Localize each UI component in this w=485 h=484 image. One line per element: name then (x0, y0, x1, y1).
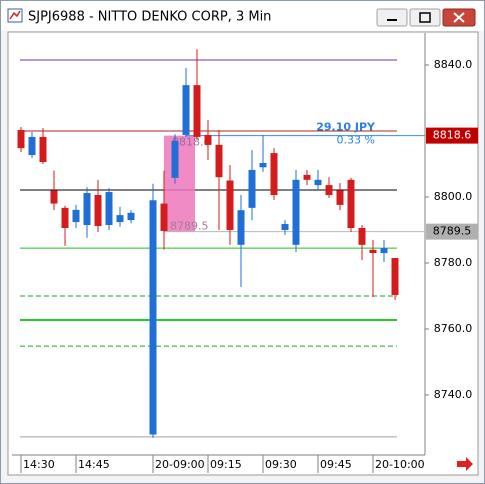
candle-body (72, 209, 80, 223)
measurement-box (164, 135, 195, 232)
y-tick-label: 8840.0 (434, 58, 473, 71)
candle-body (259, 162, 267, 168)
candle-body (204, 134, 212, 145)
x-tick-label: 09:15 (210, 458, 242, 471)
x-tick-label: 20-10:00 (375, 458, 425, 471)
chart-panel (7, 31, 479, 476)
candle-body (215, 144, 223, 178)
candle-body (94, 195, 102, 227)
candle-body (347, 179, 355, 228)
close-glyph (453, 12, 465, 23)
measurement-percent: 0.33 % (337, 134, 375, 147)
x-tick-label: 09:30 (265, 458, 297, 471)
candle-body (50, 190, 58, 204)
candle-body (83, 193, 91, 226)
candle-body (270, 153, 278, 196)
candle-body (182, 85, 190, 135)
scroll-arrow[interactable] (457, 457, 473, 471)
candle-body (314, 179, 322, 186)
x-tick-label: 14:45 (78, 458, 110, 471)
window-title: SJPJ6988 - NITTO DENKO CORP, 3 Min (28, 10, 271, 25)
candle-body (358, 227, 366, 245)
y-tick-label: 8780.0 (434, 256, 473, 269)
candle-body (369, 249, 377, 254)
candle-body (160, 203, 168, 231)
candle-body (171, 140, 179, 178)
maximize-button[interactable] (409, 8, 441, 27)
candle-body (380, 248, 388, 254)
candle-body (105, 192, 113, 226)
candle-body (61, 207, 69, 228)
measurement-from-label: 8789.5 (170, 220, 209, 233)
candle-body (193, 85, 201, 137)
candle-body (336, 190, 344, 205)
candle-body (28, 136, 36, 156)
candle-body (116, 215, 124, 223)
app-icon-line (9, 10, 21, 20)
candle-body (303, 174, 311, 180)
candle-body (248, 169, 256, 208)
measurement-change: 29.10 JPY (316, 121, 376, 134)
candle-body (127, 212, 135, 221)
candle-body (17, 130, 25, 149)
y-tick-label: 8760.0 (434, 322, 473, 335)
candle-body (281, 224, 289, 230)
measurement-to-label: 8818.6 (172, 136, 211, 149)
price-tag-label: 8818.6 (433, 129, 472, 142)
price-tag-label: 8789.5 (433, 225, 472, 238)
candle-body (292, 179, 300, 245)
x-tick-label: 09:45 (320, 458, 352, 471)
candle-body (149, 200, 157, 435)
candle-body (237, 210, 245, 245)
x-tick-label: 14:30 (23, 458, 55, 471)
candle-body (391, 258, 399, 295)
candle-body (226, 180, 234, 230)
candle-body (325, 185, 333, 196)
minimize-button[interactable] (376, 8, 408, 27)
price-tag (426, 223, 478, 240)
maximize-glyph (419, 12, 431, 23)
y-tick-label: 8800.0 (434, 190, 473, 203)
price-tag (426, 127, 478, 144)
x-tick-label: 20-09:00 (155, 458, 205, 471)
y-tick-label: 8740.0 (434, 388, 473, 401)
candle-body (39, 136, 47, 163)
